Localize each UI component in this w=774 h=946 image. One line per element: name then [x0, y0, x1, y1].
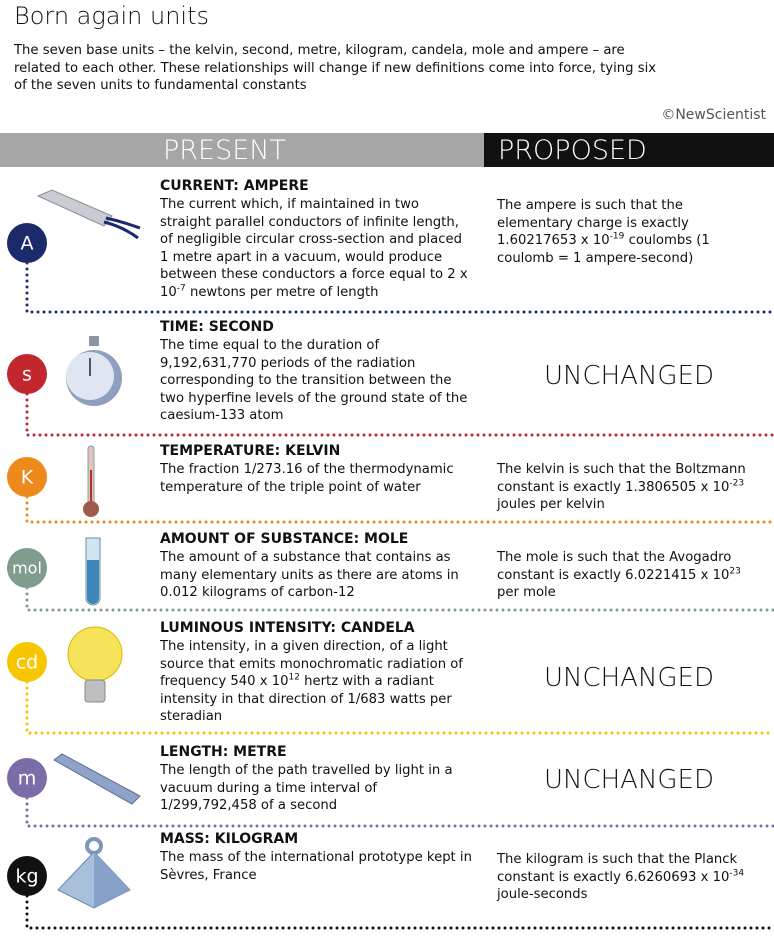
- superscript: 12: [288, 672, 300, 683]
- text: joule-seconds: [497, 887, 588, 903]
- title: Born again units: [14, 2, 210, 30]
- clip-icon: [36, 189, 141, 240]
- proposed-definition: The mole is such that the Avogadro const…: [497, 549, 759, 602]
- dotted-divider: [25, 680, 774, 735]
- unchanged-label: UNCHANGED: [543, 765, 714, 795]
- proposed-header-bar: [484, 133, 774, 167]
- proposed-header: PROPOSED: [498, 135, 647, 166]
- text: coulombs (1 coulomb = 1 ampere-second): [497, 233, 710, 266]
- proposed-definition: The kilogram is such that the Planck con…: [497, 851, 759, 904]
- unit-badge: [7, 354, 47, 394]
- present-header-bar: [0, 133, 484, 167]
- text: joules per kelvin: [497, 497, 605, 513]
- present-definition: The amount of a substance that contains …: [160, 549, 472, 602]
- unit-badge: [7, 856, 47, 896]
- present-definition: The mass of the international prototype …: [160, 849, 472, 884]
- present-definition: The fraction 1/273.16 of the thermodynam…: [160, 461, 472, 496]
- text: newtons per metre of length: [185, 284, 379, 300]
- test-tube-icon: [85, 537, 101, 606]
- text: The kelvin is such that the Boltzmann co…: [497, 462, 746, 495]
- unit-symbol: kg: [15, 866, 38, 888]
- unit-badge: [7, 642, 47, 682]
- dotted-divider: [25, 586, 774, 612]
- unit-badge: [7, 758, 47, 798]
- superscript: -34: [729, 868, 745, 879]
- superscript: 23: [729, 566, 741, 577]
- text: The ampere is such that the elementary c…: [497, 198, 689, 249]
- unit-heading: AMOUNT OF SUBSTANCE: MOLE: [160, 531, 409, 547]
- unit-symbol: K: [21, 467, 34, 489]
- unit-badge: [7, 457, 47, 497]
- present-definition: The intensity, in a given direction, of …: [160, 638, 472, 726]
- dotted-divider: [25, 495, 774, 524]
- text: The fraction 1/273.16 of the thermodynam…: [160, 462, 454, 495]
- unit-heading: LENGTH: METRE: [160, 744, 287, 760]
- text: per mole: [497, 585, 556, 601]
- unit-symbol: s: [22, 364, 32, 386]
- ruler-icon: [53, 753, 141, 805]
- present-definition: The current which, if maintained in two …: [160, 196, 472, 302]
- proposed-definition: The ampere is such that the elementary c…: [497, 197, 759, 267]
- unit-heading: CURRENT: AMPERE: [160, 178, 309, 194]
- present-definition: The length of the path travelled by ligh…: [160, 762, 472, 815]
- thermometer-icon: [83, 445, 99, 517]
- superscript: -19: [609, 231, 625, 242]
- present-definition: The time equal to the duration of 9,192,…: [160, 337, 472, 425]
- text: The mass of the international prototype …: [160, 850, 472, 883]
- stopwatch-icon: [66, 336, 122, 406]
- dotted-divider: [25, 392, 774, 437]
- dotted-divider: [25, 894, 774, 930]
- unit-heading: LUMINOUS INTENSITY: CANDELA: [160, 620, 415, 636]
- credit: ©NewScientist: [661, 107, 766, 123]
- text: The time equal to the duration of 9,192,…: [160, 338, 468, 424]
- unit-symbol: mol: [12, 559, 42, 578]
- text: The amount of a substance that contains …: [160, 550, 459, 601]
- text: The length of the path travelled by ligh…: [160, 763, 453, 814]
- proposed-definition: The kelvin is such that the Boltzmann co…: [497, 461, 759, 514]
- unit-badge: [7, 548, 47, 588]
- present-header: PRESENT: [163, 135, 286, 166]
- superscript: -23: [729, 478, 745, 489]
- unit-heading: TIME: SECOND: [160, 319, 274, 335]
- unit-heading: TEMPERATURE: KELVIN: [160, 443, 341, 459]
- unit-symbol: m: [18, 768, 37, 790]
- unit-symbol: A: [21, 233, 34, 255]
- text: The intensity, in a given direction, of …: [160, 639, 463, 690]
- text: hertz with a radiant intensity in that d…: [160, 674, 452, 725]
- weight-icon: [57, 837, 131, 909]
- subtitle: The seven base units – the kelvin, secon…: [14, 43, 657, 93]
- unit-heading: MASS: KILOGRAM: [160, 831, 299, 847]
- dotted-divider: [25, 261, 774, 314]
- unchanged-label: UNCHANGED: [543, 663, 714, 693]
- text: The mole is such that the Avogadro const…: [497, 550, 732, 583]
- unchanged-label: UNCHANGED: [543, 361, 714, 391]
- text: The current which, if maintained in two …: [160, 197, 468, 300]
- unit-symbol: cd: [16, 652, 39, 674]
- superscript: -7: [176, 283, 186, 294]
- bulb-icon: [67, 626, 123, 703]
- unit-badge: [7, 223, 47, 263]
- text: The kilogram is such that the Planck con…: [497, 852, 738, 885]
